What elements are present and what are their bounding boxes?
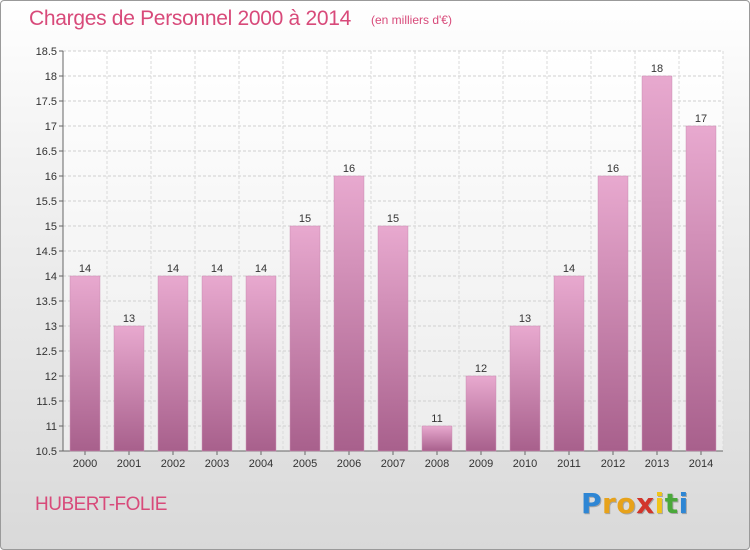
proxiti-logo[interactable]: Proxiti [581,487,689,520]
y-tick-label: 18 [45,71,57,83]
y-tick-label: 11.5 [36,396,57,408]
logo-letter: i [654,487,665,520]
y-tick-label: 10.5 [36,446,57,458]
labels: 10.5 11 11.5 12 12.5 13 13.5 14 14.5 15 15.5 16 16.5… [36,46,714,470]
y-tick-label: 12.5 [36,346,57,358]
logo-letter: i [678,487,689,520]
logo-letter: t [664,487,679,520]
logo-letter: r [602,487,617,520]
chart-subtitle: (en milliers d'€) [371,13,452,27]
y-tick-label: 14.5 [36,246,57,258]
x-tick-label: 2012 [601,458,625,470]
logo-letter: o [616,487,637,520]
bar-2004 [245,275,277,452]
bar-2010 [509,325,541,452]
x-tick-label: 2013 [645,458,669,470]
data-label: 15 [299,213,311,225]
data-label: 16 [343,163,355,175]
x-tick-label: 2014 [689,458,713,470]
bar-2006 [333,175,365,452]
x-tick-label: 2008 [425,458,449,470]
y-tick-label: 12 [45,371,57,383]
data-label: 11 [431,413,442,425]
data-label: 14 [79,263,91,275]
data-label: 13 [123,313,135,325]
x-tick-label: 2003 [205,458,229,470]
bar-2007 [377,225,409,452]
data-label: 14 [167,263,179,275]
x-tick-label: 2009 [469,458,493,470]
x-tick-label: 2007 [381,458,405,470]
town-name: HUBERT-FOLIE [35,494,167,515]
bar-2011 [553,275,585,452]
x-tick-label: 2002 [161,458,185,470]
y-tick-label: 18.5 [36,46,57,58]
y-tick-label: 13 [45,321,57,333]
data-label: 14 [563,263,575,275]
logo-letter: P [581,487,603,520]
bar-2014 [685,125,717,452]
y-tick-label: 15.5 [36,196,57,208]
x-tick-label: 2005 [293,458,317,470]
bar-2003 [201,275,233,452]
y-tick-label: 13.5 [36,296,57,308]
data-label: 18 [651,63,663,75]
data-label: 16 [607,163,619,175]
bar-2013 [641,75,673,452]
x-tick-label: 2000 [73,458,97,470]
bar-2002 [157,275,189,452]
x-tick-label: 2011 [557,458,581,470]
y-tick-label: 17.5 [36,96,57,108]
data-label: 14 [211,263,223,275]
bar-2009 [465,375,497,452]
bar-2012 [597,175,629,452]
data-label: 15 [387,213,399,225]
y-tick-label: 16.5 [36,146,57,158]
bars [69,75,717,452]
y-tick-label: 14 [45,271,57,283]
chart-title: Charges de Personnel 2000 à 2014 [29,7,351,30]
data-label: 17 [695,113,707,125]
y-tick-label: 17 [45,121,57,133]
bar-2001 [113,325,145,452]
data-label: 12 [475,363,487,375]
x-tick-label: 2010 [513,458,537,470]
data-label: 14 [255,263,267,275]
bar-2000 [69,275,101,452]
x-tick-label: 2001 [117,458,141,470]
data-label: 13 [519,313,531,325]
logo-letter: x [636,487,655,520]
bar-2008 [421,425,453,452]
bar-2005 [289,225,321,452]
y-tick-label: 16 [45,171,57,183]
x-tick-label: 2004 [249,458,273,470]
x-tick-label: 2006 [337,458,361,470]
y-tick-label: 11 [46,421,57,433]
y-tick-label: 15 [45,221,57,233]
